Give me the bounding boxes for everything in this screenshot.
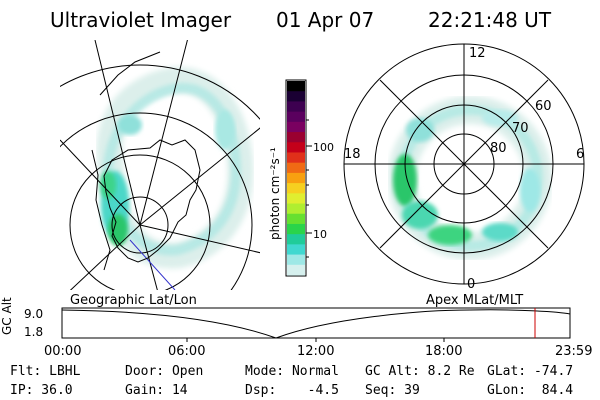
imager-canvas: 12 0 18 6 60 70 80 100 10 photon cm⁻²s⁻¹ <box>60 40 585 292</box>
instrument-title: Ultraviolet Imager <box>50 8 232 32</box>
info-filter: Flt: LBHL <box>10 364 81 379</box>
colorbar-band <box>287 142 305 154</box>
mlat-label-60: 60 <box>535 99 552 114</box>
colorbar-band <box>287 81 305 92</box>
colorbar-band <box>287 203 305 215</box>
colorbar-band <box>287 91 305 103</box>
mlt-label-18: 18 <box>344 147 361 162</box>
info-glat: GLat: -74.7 <box>487 364 574 379</box>
mlt-label-12: 12 <box>469 46 486 61</box>
header-time: 22:21:48 UT <box>428 8 552 32</box>
colorbar-unit-label: photon cm⁻²s⁻¹ <box>268 147 282 240</box>
info-door: Door: Open <box>125 364 204 379</box>
info-gain: Gain: 14 <box>125 383 188 398</box>
colorbar-band <box>287 172 305 184</box>
header-date: 01 Apr 07 <box>276 8 375 32</box>
timeline-xtick-0600: 06:00 <box>168 344 206 359</box>
colorbar-tick-100: 100 <box>313 141 334 154</box>
polar-plot <box>343 43 585 285</box>
mlt-label-0: 0 <box>467 277 475 292</box>
timeline-xtick-2359: 23:59 <box>555 344 593 359</box>
colorbar-band <box>287 132 305 143</box>
info-gc-alt: GC Alt: 8.2 Re <box>365 364 475 379</box>
colorbar-band <box>287 193 305 205</box>
geographic-caption: Geographic Lat/Lon <box>70 293 197 308</box>
timeline-axis-label: GC Alt <box>0 297 14 335</box>
info-mode: Mode: Normal <box>245 364 339 379</box>
colorbar-band <box>287 234 305 245</box>
timeline-xtick-1800: 18:00 <box>425 344 463 359</box>
mlat-label-70: 70 <box>512 121 529 136</box>
colorbar-band <box>287 121 305 133</box>
info-glon: GLon: 84.4 <box>487 383 574 398</box>
timeline-ytick-top: 9.0 <box>24 307 44 321</box>
colorbar-band <box>287 101 305 113</box>
colorbar-band <box>287 223 305 235</box>
timeline-xtick-0000: 00:00 <box>44 344 82 359</box>
colorbar-band <box>287 213 305 225</box>
info-dsp: Dsp: -4.5 <box>245 383 339 398</box>
timeline-ytick-bottom: 1.8 <box>24 325 44 339</box>
colorbar-band <box>287 264 305 276</box>
info-ip: IP: 36.0 <box>10 383 73 398</box>
colorbar-band <box>287 244 305 256</box>
geographic-map <box>60 40 260 290</box>
colorbar-band <box>287 162 305 174</box>
colorbar <box>285 79 312 277</box>
timeline-plot <box>61 307 571 342</box>
colorbar-band <box>287 152 305 164</box>
timeline-xtick-1200: 12:00 <box>297 344 335 359</box>
mlat-label-80: 80 <box>490 141 507 156</box>
mlt-label-6: 6 <box>576 147 584 162</box>
colorbar-band <box>287 111 305 123</box>
info-seq: Seq: 39 <box>365 383 420 398</box>
colorbar-band <box>287 183 305 194</box>
colorbar-tick-10: 10 <box>313 228 327 241</box>
colorbar-band <box>287 254 305 266</box>
apex-caption: Apex MLat/MLT <box>426 293 524 308</box>
